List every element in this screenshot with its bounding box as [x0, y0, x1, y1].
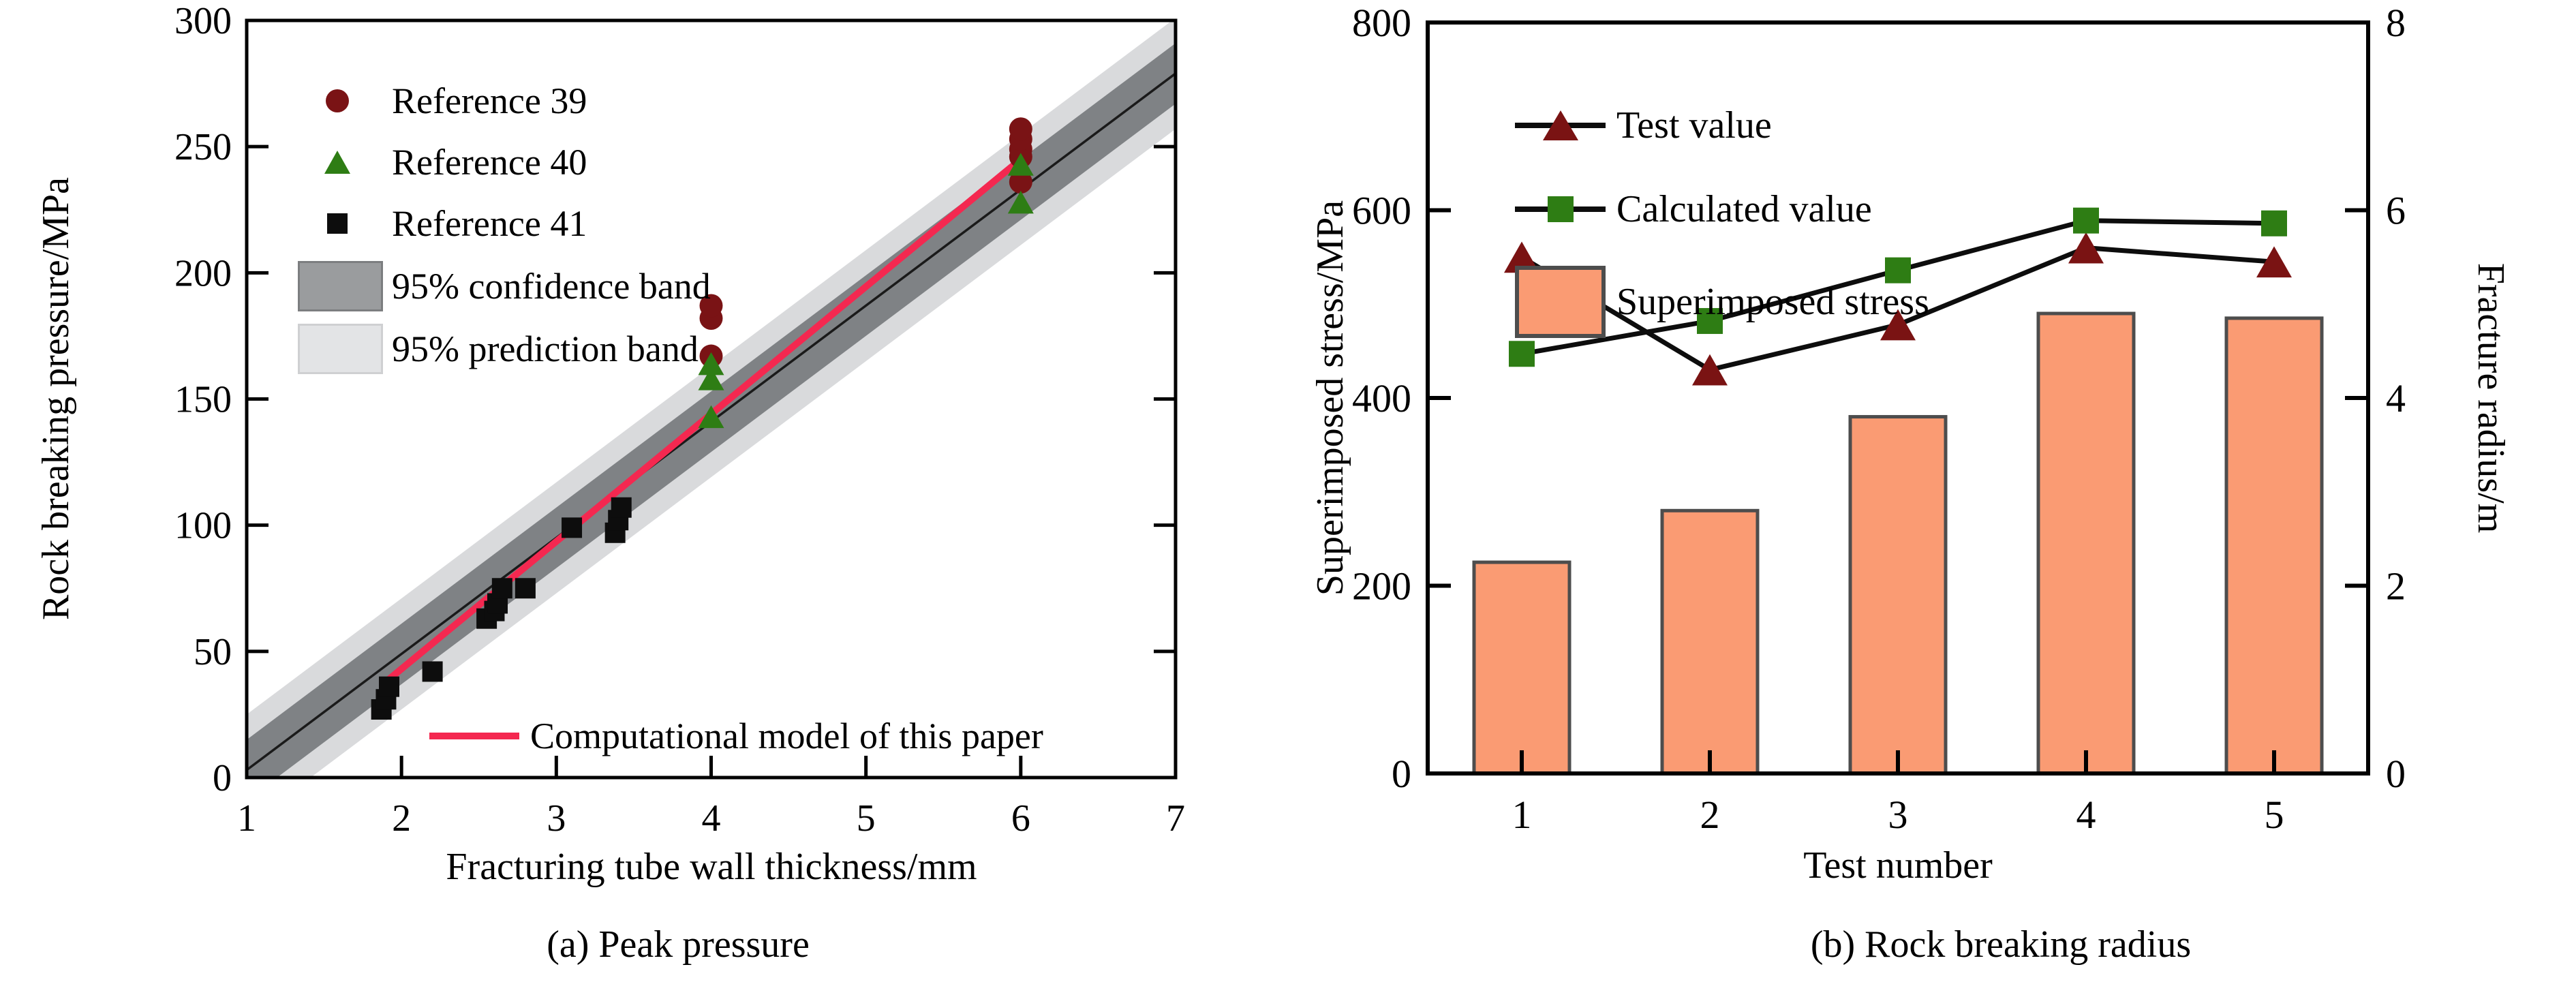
tick-label: 1 [1512, 793, 1532, 837]
bar [1472, 560, 1571, 776]
chart-a-y-axis-title: Rock breaking pressure/MPa [35, 177, 77, 621]
legend-label-reference-40: Reference 40 [392, 142, 587, 183]
tick-label: 3 [1888, 793, 1908, 837]
data-point [1007, 153, 1034, 176]
data-point [1697, 308, 1723, 335]
tick-label: 2 [392, 797, 411, 840]
legend-label-model-line: Computational model of this paper [530, 716, 1043, 756]
reference-39-circle-icon [326, 89, 349, 112]
legend-label-superimposed-stress: Superimposed stress [1616, 281, 1929, 323]
plot-area-a [247, 20, 1176, 778]
rock-breaking-radius-chart: 1 2 3 4 5 0 200 400 600 800 0 2 4 6 8 [1352, 1, 2406, 837]
data-point [2068, 232, 2104, 264]
tick-label: 200 [1352, 564, 1411, 609]
data-point [698, 352, 724, 375]
tick-label: 200 [174, 252, 232, 294]
data-point [611, 497, 632, 518]
bar [2224, 316, 2324, 776]
chart-b-right-y-axis-title: Fracture radius/m [2470, 262, 2512, 534]
peak-pressure-chart: 1 2 3 4 5 6 7 0 50 100 150 200 250 300 [174, 0, 1185, 840]
bar [2036, 311, 2136, 776]
data-point [491, 578, 512, 599]
tick-label: 3 [547, 797, 566, 840]
data-point [422, 661, 443, 682]
tick-label: 50 [194, 631, 232, 673]
data-point [1504, 241, 1539, 273]
legend-label-test-value: Test value [1616, 104, 1772, 147]
model-line-icon [429, 733, 519, 739]
tick-label: 0 [1392, 752, 1411, 796]
tick-label: 2 [2386, 564, 2406, 609]
chart-a-caption: (a) Peak pressure [547, 923, 810, 966]
data-point [1885, 257, 1911, 283]
data-point [2073, 207, 2099, 234]
tick-label: 6 [2386, 189, 2406, 233]
tick-label: 4 [702, 797, 721, 840]
calculated-value-square-icon [1548, 196, 1574, 222]
tick-label: 400 [1352, 376, 1411, 420]
tick-label: 0 [2386, 752, 2406, 796]
legend-label-prediction-band: 95% prediction band [392, 328, 699, 369]
tick-label: 800 [1352, 1, 1411, 45]
tick-label: 5 [2265, 793, 2284, 837]
chart-b-caption: (b) Rock breaking radius [1810, 923, 2192, 966]
confidence-band-swatch [298, 261, 383, 311]
tick-label: 100 [174, 505, 232, 547]
chart-b-left-y-axis-title: Superimposed stress/MPa [1309, 200, 1351, 596]
tick-label: 5 [857, 797, 876, 840]
superimposed-stress-swatch [1515, 266, 1606, 338]
reference-41-square-icon [327, 213, 348, 234]
tick-label: 0 [213, 757, 232, 799]
data-point [1692, 354, 1728, 386]
bar [1660, 508, 1760, 776]
legend-label-reference-41: Reference 41 [392, 203, 587, 244]
legend-label-reference-39: Reference 39 [392, 80, 587, 121]
data-point [1509, 341, 1535, 367]
tick-label: 8 [2386, 1, 2406, 45]
tick-label: 300 [174, 0, 232, 42]
data-point [699, 294, 723, 318]
bar [1848, 415, 1948, 776]
data-point [2261, 210, 2287, 236]
data-point [1009, 170, 1032, 194]
chart-a-x-axis-title: Fracturing tube wall thickness/mm [446, 846, 977, 888]
data-point [515, 578, 536, 599]
data-point [562, 517, 583, 538]
tick-label: 250 [174, 126, 232, 168]
tick-label: 2 [1700, 793, 1720, 837]
data-point [698, 367, 724, 390]
legend-label-calculated-value: Calculated value [1616, 188, 1872, 230]
tick-label: 7 [1166, 797, 1185, 840]
data-point [1880, 309, 1916, 341]
tick-label: 600 [1352, 189, 1411, 233]
tick-label: 4 [2386, 376, 2406, 420]
legend-label-confidence-band: 95% confidence band [392, 266, 711, 307]
tick-label: 4 [2076, 793, 2096, 837]
data-point [698, 405, 724, 429]
data-point [1009, 117, 1032, 141]
prediction-band-swatch [298, 324, 383, 374]
tick-label: 6 [1011, 797, 1030, 840]
tick-label: 1 [237, 797, 256, 840]
tick-label: 150 [174, 379, 232, 421]
chart-b-x-axis-title: Test number [1803, 844, 1993, 887]
data-point [1007, 190, 1034, 214]
data-point [378, 676, 399, 697]
data-point [2256, 246, 2292, 278]
